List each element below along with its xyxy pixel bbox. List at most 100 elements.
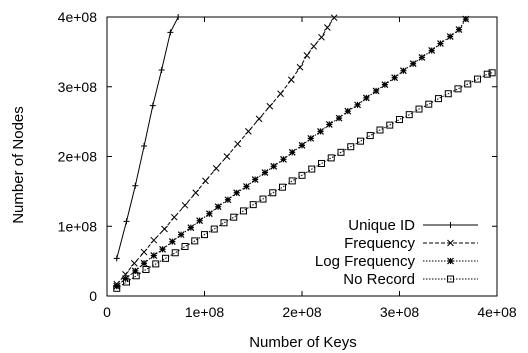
data-point: [187, 224, 195, 232]
data-point: [444, 90, 452, 98]
data-point: [298, 141, 306, 149]
data-point: [483, 70, 491, 78]
series-layer: [113, 14, 496, 292]
data-point: [243, 183, 250, 190]
x-tick-label: 0: [103, 304, 111, 320]
data-point: [214, 203, 222, 211]
data-point: [140, 248, 148, 256]
data-point: [447, 222, 454, 228]
data-point: [323, 24, 331, 31]
data-point: [123, 218, 130, 225]
data-point: [230, 213, 238, 221]
data-point: [141, 143, 148, 150]
data-point: [196, 217, 204, 225]
data-point: [362, 94, 370, 102]
x-tick-label: 2e+08: [282, 304, 322, 320]
data-point: [488, 69, 496, 77]
y-tick-label: 2e+08: [58, 149, 98, 165]
data-point: [298, 171, 306, 179]
y-axis-title: Number of Nodes: [10, 106, 27, 224]
data-point: [330, 14, 338, 22]
data-point: [455, 26, 463, 33]
plot-frame: [106, 16, 498, 297]
data-point: [123, 278, 130, 286]
data-point: [251, 176, 259, 183]
data-point: [327, 154, 335, 162]
data-point: [428, 47, 436, 54]
data-point: [168, 238, 176, 246]
data-point: [181, 242, 189, 250]
x-axis-title: Number of Keys: [249, 334, 357, 351]
data-point: [310, 42, 318, 50]
data-point: [415, 105, 423, 113]
data-point: [158, 67, 165, 74]
data-point: [277, 90, 284, 98]
data-point: [454, 85, 462, 93]
data-point: [167, 29, 174, 36]
data-point: [307, 134, 315, 142]
legend-label: Frequency: [344, 235, 415, 252]
data-point: [132, 182, 139, 189]
data-point: [192, 189, 200, 197]
legend-label: No Record: [343, 271, 415, 288]
data-point: [474, 75, 481, 83]
data-point: [130, 259, 138, 267]
data-point: [280, 155, 287, 163]
data-point: [220, 219, 228, 227]
axes: 0 1e+08 2e+08 3e+08 4e+08 0 1e+08 2e+08 3e+08 4e+…: [58, 9, 517, 320]
data-point: [162, 254, 169, 262]
data-point: [234, 140, 242, 148]
data-point: [357, 137, 364, 145]
data-point: [212, 165, 220, 172]
legend-label: Log Frequency: [315, 253, 416, 270]
data-point: [405, 111, 413, 119]
series-line: [116, 16, 179, 259]
data-point: [325, 120, 333, 128]
y-tick-label: 1e+08: [58, 218, 98, 234]
data-point: [418, 54, 426, 61]
series-2: [113, 14, 338, 288]
data-point: [318, 159, 325, 167]
data-point: [223, 153, 231, 160]
data-point: [372, 87, 380, 95]
data-point: [396, 116, 403, 124]
data-point: [150, 252, 158, 259]
data-point: [287, 76, 295, 84]
y-tick-label: 0: [89, 288, 97, 304]
data-point: [446, 33, 454, 40]
data-point: [288, 177, 296, 185]
data-point: [171, 249, 179, 257]
series-line: [116, 17, 335, 285]
data-point: [175, 14, 182, 20]
legend-item: Frequency: [344, 235, 478, 252]
data-point: [366, 132, 374, 140]
legend-item: No Record: [343, 271, 478, 288]
data-point: [261, 169, 269, 176]
x-tick-label: 3e+08: [380, 304, 420, 320]
data-point: [317, 127, 324, 135]
data-point: [113, 282, 121, 290]
data-point: [437, 40, 444, 47]
data-point: [142, 265, 150, 273]
data-point: [270, 162, 278, 170]
data-point: [240, 207, 247, 215]
data-point: [381, 81, 389, 89]
x-tick-label: 1e+08: [185, 304, 225, 320]
data-point: [391, 74, 399, 82]
data-point: [255, 115, 263, 123]
plot-area: [106, 16, 498, 297]
data-point: [376, 126, 384, 134]
series-3: [113, 15, 470, 290]
data-point: [181, 201, 189, 209]
data-point: [347, 143, 355, 151]
data-point: [279, 183, 286, 191]
data-point: [447, 275, 454, 283]
data-point: [409, 60, 417, 68]
series-line: [116, 18, 467, 287]
data-point: [266, 102, 274, 110]
legend-label: Unique ID: [348, 217, 415, 234]
data-point: [233, 189, 241, 197]
data-point: [159, 245, 166, 253]
data-point: [447, 257, 454, 265]
